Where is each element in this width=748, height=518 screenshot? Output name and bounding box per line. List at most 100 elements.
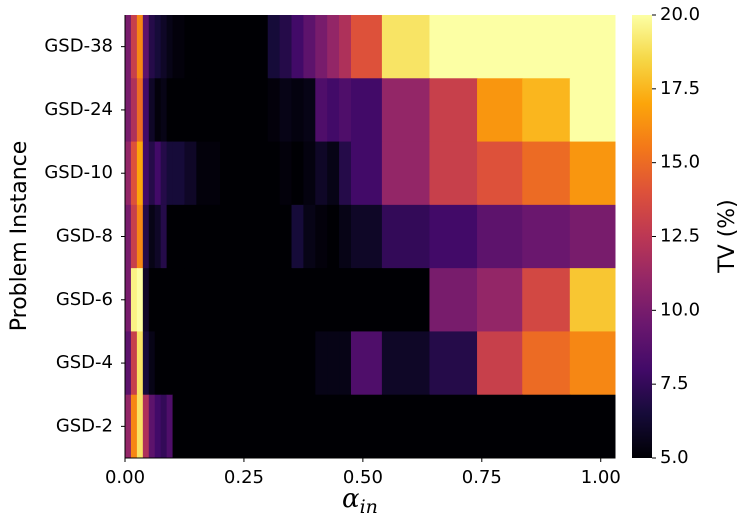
x-axis-label: αin bbox=[342, 484, 378, 518]
heat-cell bbox=[166, 78, 174, 143]
heat-cell bbox=[291, 268, 304, 332]
heat-cell bbox=[160, 331, 168, 396]
heat-cell bbox=[166, 268, 174, 332]
heat-cell bbox=[220, 204, 245, 269]
heat-cell bbox=[339, 204, 352, 269]
heat-cell bbox=[172, 15, 185, 79]
heat-cell bbox=[429, 394, 478, 459]
heat-cell bbox=[477, 204, 523, 269]
heat-cell bbox=[196, 78, 221, 143]
heat-cell bbox=[350, 268, 383, 332]
y-tick-label: GSD-8 bbox=[56, 226, 113, 247]
heat-cell bbox=[172, 394, 185, 459]
heat-cell bbox=[303, 78, 316, 143]
heat-cell bbox=[154, 204, 162, 269]
heat-cell bbox=[522, 268, 571, 332]
heat-cell bbox=[522, 141, 571, 206]
heat-cell bbox=[279, 15, 293, 79]
heat-cell bbox=[303, 331, 316, 396]
heat-cell bbox=[220, 331, 245, 396]
heat-cell bbox=[243, 141, 269, 206]
heat-cell bbox=[267, 78, 281, 143]
heat-cell bbox=[291, 141, 304, 206]
heat-cell bbox=[220, 394, 245, 459]
heat-cell bbox=[196, 331, 221, 396]
y-tick-label: GSD-4 bbox=[56, 352, 113, 373]
y-tick-label: GSD-10 bbox=[44, 162, 113, 183]
heat-cell bbox=[381, 394, 430, 459]
heat-cell bbox=[315, 78, 328, 143]
x-tick-label: 0.75 bbox=[462, 467, 502, 488]
heat-cell bbox=[184, 204, 197, 269]
heat-cell bbox=[148, 331, 156, 396]
heat-cell bbox=[303, 15, 316, 79]
colorbar-label: TV (%) bbox=[715, 199, 740, 274]
colorbar-tick-label: 20.0 bbox=[660, 4, 700, 25]
heat-cell bbox=[160, 141, 168, 206]
heat-cell bbox=[477, 78, 523, 143]
heat-cell bbox=[327, 394, 340, 459]
heat-cell bbox=[142, 331, 150, 396]
heat-cell bbox=[429, 78, 478, 143]
heat-cell bbox=[350, 394, 383, 459]
heat-cell bbox=[166, 204, 174, 269]
heat-cell bbox=[160, 78, 168, 143]
heat-cell bbox=[142, 204, 150, 269]
heat-cell bbox=[522, 78, 571, 143]
heat-cell bbox=[148, 78, 156, 143]
heat-cell bbox=[125, 15, 132, 79]
heat-cell bbox=[315, 204, 328, 269]
colorbar-tick-label: 5.0 bbox=[660, 447, 689, 468]
heat-cell bbox=[184, 15, 197, 79]
heat-cell bbox=[339, 78, 352, 143]
heat-cell bbox=[303, 268, 316, 332]
colorbar-tick-label: 17.5 bbox=[660, 78, 700, 99]
heat-cell bbox=[350, 204, 383, 269]
heat-cell bbox=[339, 141, 352, 206]
heat-cell bbox=[220, 268, 245, 332]
heat-cell bbox=[569, 331, 616, 396]
heat-cell bbox=[136, 15, 144, 79]
y-tick-label: GSD-24 bbox=[44, 99, 113, 120]
heat-cell bbox=[220, 78, 245, 143]
heat-cell bbox=[172, 268, 185, 332]
heat-cell bbox=[477, 141, 523, 206]
heat-cell bbox=[279, 394, 293, 459]
heat-cell bbox=[291, 15, 304, 79]
heat-cell bbox=[130, 204, 138, 269]
heat-cell bbox=[130, 141, 138, 206]
heat-cell bbox=[279, 331, 293, 396]
heat-cell bbox=[136, 394, 144, 459]
heat-cell bbox=[350, 141, 383, 206]
heat-cell bbox=[243, 331, 269, 396]
heat-cell bbox=[381, 268, 430, 332]
heat-cell bbox=[125, 268, 132, 332]
heat-cell bbox=[130, 15, 138, 79]
heat-cell bbox=[184, 331, 197, 396]
heat-cell bbox=[172, 204, 185, 269]
heat-cell bbox=[142, 141, 150, 206]
heat-cell bbox=[196, 15, 221, 79]
heat-cell bbox=[243, 394, 269, 459]
heat-cell bbox=[569, 141, 616, 206]
heat-cell bbox=[172, 331, 185, 396]
heat-cell bbox=[220, 15, 245, 79]
heat-cell bbox=[136, 141, 144, 206]
heat-cell bbox=[166, 331, 174, 396]
heat-cell bbox=[160, 15, 168, 79]
heat-cell bbox=[522, 204, 571, 269]
heat-cell bbox=[267, 394, 281, 459]
heat-cell bbox=[569, 394, 616, 459]
x-label-sub: in bbox=[360, 496, 378, 518]
heat-cell bbox=[339, 15, 352, 79]
heat-cell bbox=[130, 268, 138, 332]
heat-cell bbox=[184, 141, 197, 206]
heat-cell bbox=[196, 141, 221, 206]
heat-cell bbox=[429, 141, 478, 206]
heat-cell bbox=[154, 15, 162, 79]
heat-cell bbox=[303, 141, 316, 206]
heat-cell bbox=[522, 331, 571, 396]
heat-cell bbox=[154, 78, 162, 143]
heat-cell bbox=[220, 141, 245, 206]
heat-cell bbox=[381, 141, 430, 206]
